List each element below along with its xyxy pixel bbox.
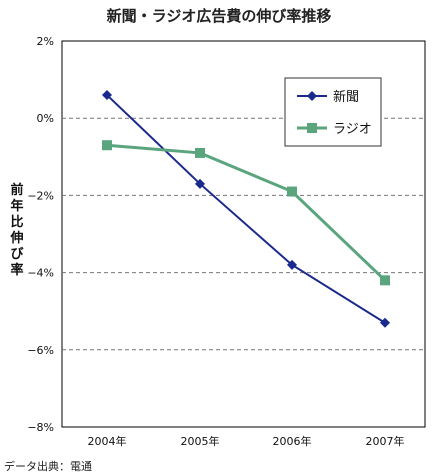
- y-tick-label: −2%: [27, 189, 54, 202]
- series-line-newspaper: [106, 94, 386, 324]
- y-tick-label: 0%: [37, 112, 54, 125]
- series-line-radio: [106, 143, 387, 282]
- x-tick-label: 2004年: [88, 434, 127, 448]
- x-tick-label: 2007年: [366, 434, 405, 448]
- x-tick-label: 2005年: [181, 434, 220, 448]
- y-axis-label-char: 前: [10, 182, 23, 198]
- data-point-diamond: [102, 90, 112, 101]
- y-axis-label-char: 伸: [9, 230, 23, 246]
- data-point-square: [287, 186, 297, 197]
- y-tick-label: −8%: [27, 421, 54, 434]
- y-tick-labels: 2% 0% −2% −4% −6% −8%: [27, 35, 54, 434]
- x-tick-labels: 2004年 2005年 2006年 2007年: [88, 434, 405, 448]
- legend-marker-diamond: [307, 91, 317, 101]
- legend-box: [284, 77, 382, 147]
- data-point-square: [195, 147, 205, 158]
- data-point-diamond: [195, 178, 205, 189]
- data-point-square: [380, 275, 390, 286]
- series-lines: [102, 90, 390, 328]
- source-note: データ出典：電通: [4, 460, 92, 473]
- data-point-square: [102, 140, 112, 151]
- legend-label: 新聞: [333, 89, 359, 105]
- y-tick-label: −6%: [27, 344, 54, 357]
- legend-label: ラジオ: [333, 122, 372, 137]
- data-point-diamond: [287, 259, 297, 270]
- y-tick-label: 2%: [37, 35, 54, 48]
- chart-title: 新聞・ラジオ広告費の伸び率推移: [107, 7, 332, 25]
- legend-marker-square: [307, 123, 317, 133]
- y-axis-label-char: 年: [10, 198, 23, 214]
- x-tick-label: 2006年: [273, 434, 312, 448]
- y-axis-label-char: 比: [10, 214, 23, 230]
- y-axis-label-char: び: [10, 247, 24, 262]
- data-point-diamond: [380, 317, 390, 328]
- y-tick-label: −4%: [27, 267, 54, 280]
- y-axis-label-char: 率: [10, 262, 23, 278]
